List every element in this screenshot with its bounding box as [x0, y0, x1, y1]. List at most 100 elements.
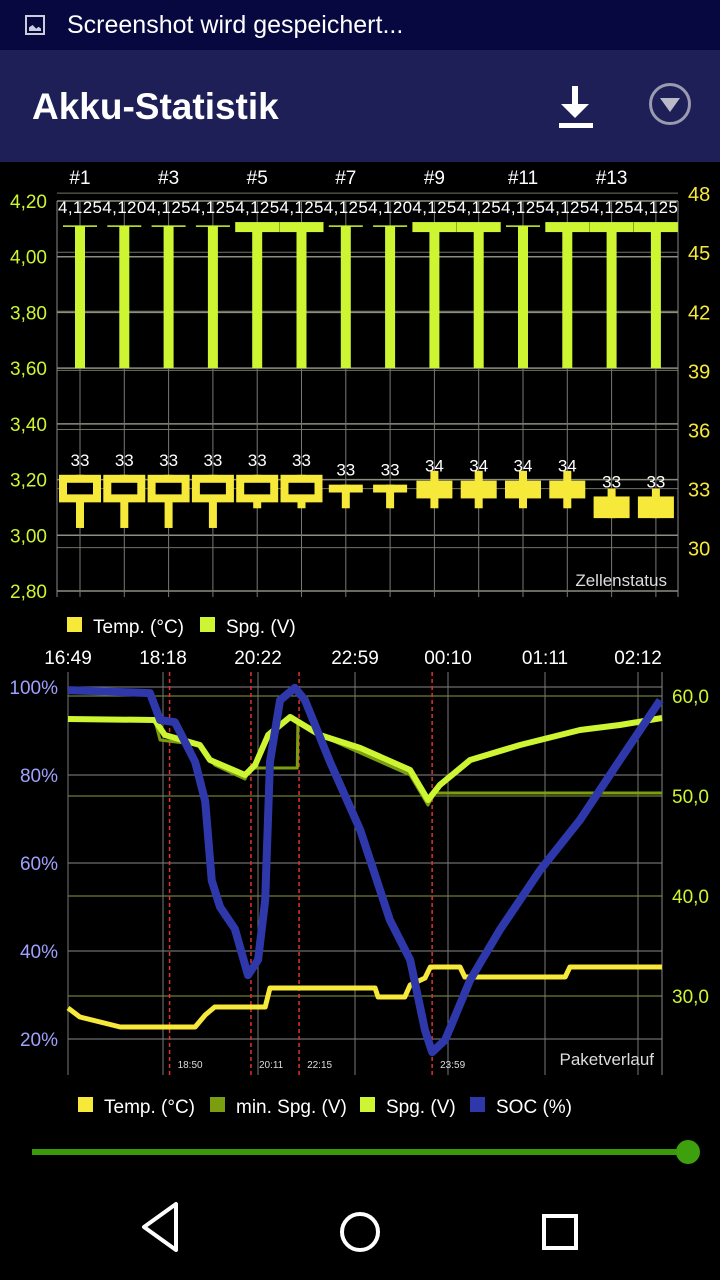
- status-notification: Screenshot wird gespeichert...: [67, 10, 404, 39]
- left-tick-label: 20%: [20, 1030, 58, 1051]
- dropdown-circle-icon[interactable]: [649, 83, 691, 125]
- voltage-box: [279, 222, 324, 233]
- voltage-box: [589, 222, 634, 233]
- voltage-label: 4,125: [590, 198, 634, 217]
- temp-label: 34: [514, 457, 533, 476]
- voltage-bar: [163, 226, 174, 369]
- left-tick-label: 3,40: [10, 415, 47, 436]
- temp-box: [328, 484, 363, 493]
- time-slider-thumb[interactable]: [676, 1140, 700, 1164]
- voltage-bar: [606, 226, 617, 369]
- left-tick-label: 100%: [9, 678, 58, 699]
- temp-box: [637, 496, 674, 519]
- legend-label: Temp. (°C): [104, 1097, 195, 1118]
- voltage-box: [235, 222, 280, 233]
- temp-wick: [341, 484, 350, 509]
- x-tick-label: #1: [69, 168, 90, 189]
- status-bar: Screenshot wird gespeichert...: [0, 0, 720, 50]
- temp-box: [460, 480, 497, 499]
- home-icon[interactable]: [340, 1212, 380, 1252]
- time-marker-label: 18:50: [178, 1060, 203, 1071]
- temp-label: 33: [115, 451, 134, 470]
- x-tick-label: 18:18: [139, 648, 187, 669]
- temp-label: 34: [469, 457, 488, 476]
- voltage-bar: [252, 226, 263, 369]
- voltage-box: [633, 222, 678, 233]
- right-tick-label: 45: [688, 243, 710, 265]
- voltage-bar: [340, 226, 351, 369]
- right-tick-label: 42: [688, 302, 710, 324]
- left-tick-label: 4,20: [10, 192, 47, 213]
- temp-box-hollow: [244, 482, 271, 495]
- download-icon[interactable]: [556, 84, 596, 130]
- left-tick-label: 3,80: [10, 303, 47, 324]
- voltage-bar: [473, 226, 484, 369]
- voltage-box: [456, 222, 501, 233]
- voltage-box: [412, 222, 457, 233]
- temp-label: 33: [292, 451, 311, 470]
- x-tick-label: 01:11: [522, 648, 568, 669]
- left-tick-label: 80%: [20, 766, 58, 787]
- x-tick-label: 00:10: [424, 648, 472, 669]
- temp-box: [416, 480, 453, 499]
- voltage-label: 4,125: [58, 198, 102, 217]
- legend-swatch: [210, 1097, 225, 1112]
- temp-label: 33: [71, 451, 90, 470]
- legend-swatch: [78, 1097, 93, 1112]
- voltage-bar: [207, 226, 218, 369]
- voltage-box: [545, 222, 590, 233]
- x-tick-label: #9: [424, 168, 445, 189]
- voltage-label: 4,125: [545, 198, 589, 217]
- page-title: Akku-Statistik: [32, 86, 279, 127]
- temp-label: 33: [203, 451, 222, 470]
- voltage-label: 4,125: [235, 198, 279, 217]
- x-tick-label: #5: [247, 168, 268, 189]
- right-tick-label: 33: [688, 480, 710, 502]
- voltage-bar: [650, 226, 661, 369]
- voltage-label: 4,125: [457, 198, 501, 217]
- legend-swatch: [67, 617, 82, 632]
- temp-label: 33: [646, 472, 665, 491]
- back-icon[interactable]: [142, 1202, 178, 1252]
- x-tick-label: #11: [508, 168, 538, 189]
- x-tick-label: 02:12: [614, 648, 662, 669]
- voltage-bar: [119, 226, 130, 369]
- right-tick-label: 30,0: [672, 987, 709, 1008]
- temp-label: 33: [159, 451, 178, 470]
- right-tick-label: 60,0: [672, 687, 709, 708]
- legend-label: Temp. (°C): [93, 617, 184, 638]
- voltage-bar: [562, 226, 573, 369]
- x-tick-label: #7: [335, 168, 356, 189]
- chart-title: Zellenstatus: [575, 571, 667, 590]
- temp-label: 34: [558, 457, 577, 476]
- time-marker-label: 22:15: [307, 1060, 332, 1071]
- left-tick-label: 3,00: [10, 526, 47, 547]
- series-line: [66, 964, 662, 1030]
- temp-wick: [386, 484, 395, 509]
- legend-label: min. Spg. (V): [236, 1097, 347, 1118]
- temp-box: [505, 480, 541, 499]
- recents-icon[interactable]: [542, 1214, 578, 1250]
- time-marker-label: 23:59: [440, 1060, 465, 1071]
- legend-label: Spg. (V): [386, 1097, 456, 1118]
- temp-box-hollow: [111, 482, 138, 495]
- voltage-label: 4,120: [368, 198, 412, 217]
- voltage-label: 4,125: [147, 198, 191, 217]
- temp-box-hollow: [67, 482, 93, 495]
- temp-box: [549, 480, 586, 499]
- voltage-label: 4,125: [412, 198, 456, 217]
- right-tick-label: 39: [688, 361, 710, 383]
- pack-history-chart: 100% 80% 60% 40% 20% 60,0 50,0 40,0 30,0 16:49 18:…: [9, 648, 709, 1118]
- left-tick-label: 60%: [20, 854, 58, 875]
- temp-box-hollow: [288, 482, 315, 495]
- left-tick-label: 4,00: [10, 248, 47, 269]
- temp-label: 33: [602, 472, 621, 491]
- voltage-bar: [385, 226, 396, 369]
- time-slider-track[interactable]: [32, 1149, 688, 1155]
- x-tick-label: #13: [596, 168, 628, 189]
- nav-bar: [142, 1202, 578, 1252]
- temp-label: 34: [425, 457, 444, 476]
- legend-swatch: [360, 1097, 375, 1112]
- time-marker-label: 20:11: [259, 1060, 284, 1071]
- left-tick-label: 40%: [20, 942, 58, 963]
